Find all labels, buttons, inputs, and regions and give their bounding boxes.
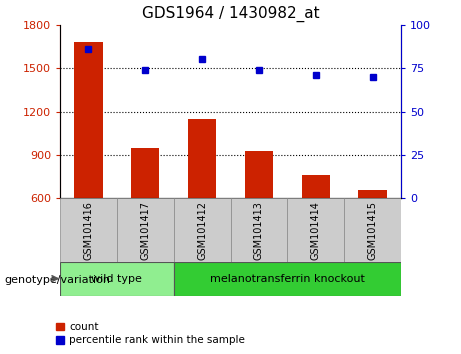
Bar [188, 119, 216, 198]
Bar [287, 198, 344, 262]
Bar [174, 198, 230, 262]
Legend: count, percentile rank within the sample: count, percentile rank within the sample [56, 322, 245, 345]
Text: GSM101415: GSM101415 [367, 201, 378, 259]
Text: GSM101412: GSM101412 [197, 201, 207, 259]
Text: GSM101417: GSM101417 [140, 201, 150, 259]
Bar [60, 198, 117, 262]
Bar [60, 262, 174, 296]
Text: genotype/variation: genotype/variation [5, 275, 111, 285]
Text: GSM101413: GSM101413 [254, 201, 264, 259]
Bar [174, 262, 401, 296]
Bar [245, 150, 273, 198]
Text: GSM101416: GSM101416 [83, 201, 94, 259]
Bar [74, 42, 102, 198]
Bar [131, 148, 160, 198]
Title: GDS1964 / 1430982_at: GDS1964 / 1430982_at [142, 6, 319, 22]
Text: melanotransferrin knockout: melanotransferrin knockout [210, 274, 365, 284]
Bar [117, 198, 174, 262]
Bar [301, 175, 330, 198]
Text: wild type: wild type [91, 274, 142, 284]
Bar [358, 190, 387, 198]
Text: GSM101414: GSM101414 [311, 201, 321, 259]
Bar [344, 198, 401, 262]
Bar [230, 198, 287, 262]
